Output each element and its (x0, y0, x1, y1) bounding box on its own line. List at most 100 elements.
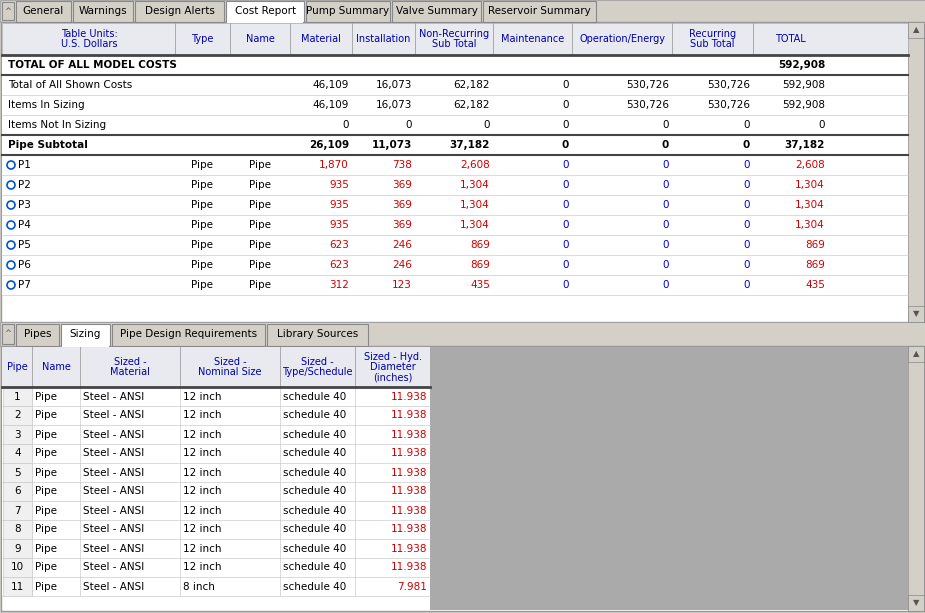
Text: P5: P5 (18, 240, 31, 250)
Text: Pipe: Pipe (35, 582, 57, 592)
Bar (227, 1, 304, 22)
Text: General: General (23, 6, 64, 16)
Text: Pipe: Pipe (249, 220, 271, 230)
Bar (2, 195, 908, 215)
Text: 62,182: 62,182 (453, 80, 490, 90)
Bar (3, 406, 32, 425)
Text: schedule 40: schedule 40 (283, 544, 346, 554)
Text: 0: 0 (744, 120, 750, 130)
Text: Operation/Energy: Operation/Energy (579, 34, 665, 44)
Text: Pipe: Pipe (249, 160, 271, 170)
Bar (483, 1, 596, 22)
Bar (908, 346, 924, 362)
Text: 7.981: 7.981 (397, 582, 427, 592)
Circle shape (7, 201, 15, 209)
Bar (908, 595, 924, 611)
Text: Items Not In Sizing: Items Not In Sizing (8, 120, 106, 130)
Text: 935: 935 (329, 220, 349, 230)
Text: 623: 623 (329, 240, 349, 250)
Bar (2, 75, 908, 95)
Bar (908, 346, 924, 611)
Text: Steel - ANSI: Steel - ANSI (83, 487, 144, 497)
Text: 0: 0 (662, 120, 669, 130)
Text: Pipe: Pipe (191, 200, 214, 210)
Text: 530,726: 530,726 (707, 80, 750, 90)
Text: Pipe: Pipe (35, 563, 57, 573)
Text: 0: 0 (342, 120, 349, 130)
Text: 0: 0 (405, 120, 412, 130)
Text: 1,304: 1,304 (461, 180, 490, 190)
Circle shape (7, 181, 15, 189)
Text: 11.938: 11.938 (390, 563, 427, 573)
Text: Recurring: Recurring (689, 29, 736, 39)
Text: Sized -: Sized - (214, 357, 246, 367)
Bar (2, 175, 908, 195)
Bar (2, 275, 908, 295)
Text: 369: 369 (392, 180, 412, 190)
Text: Name: Name (42, 362, 70, 372)
Text: ^: ^ (5, 7, 11, 15)
Text: 11,073: 11,073 (372, 140, 412, 150)
Text: schedule 40: schedule 40 (283, 430, 346, 440)
Text: 246: 246 (392, 240, 412, 250)
Text: ▲: ▲ (913, 26, 919, 34)
Text: Cost Report: Cost Report (235, 6, 296, 16)
Text: P2: P2 (18, 180, 31, 190)
Text: 0: 0 (744, 200, 750, 210)
Text: Diameter: Diameter (370, 362, 415, 372)
Text: 11.938: 11.938 (390, 544, 427, 554)
Text: Steel - ANSI: Steel - ANSI (83, 582, 144, 592)
Text: schedule 40: schedule 40 (283, 392, 346, 402)
Text: 369: 369 (392, 200, 412, 210)
Text: Pipe Design Requirements: Pipe Design Requirements (120, 329, 257, 339)
Text: Steel - ANSI: Steel - ANSI (83, 525, 144, 535)
Bar (3, 558, 32, 577)
Bar (16, 324, 59, 346)
Text: 435: 435 (805, 280, 825, 290)
Text: 11.938: 11.938 (390, 392, 427, 402)
Bar (392, 1, 481, 22)
Text: Total of All Shown Costs: Total of All Shown Costs (8, 80, 132, 90)
Text: Nominal Size: Nominal Size (198, 367, 262, 377)
Text: Pipe: Pipe (35, 449, 57, 459)
Text: Pipe: Pipe (35, 487, 57, 497)
Text: 0: 0 (744, 240, 750, 250)
Text: Table Units:: Table Units: (61, 29, 117, 39)
Text: Steel - ANSI: Steel - ANSI (83, 544, 144, 554)
Text: 530,726: 530,726 (707, 100, 750, 110)
Text: P4: P4 (18, 220, 31, 230)
Text: 0: 0 (662, 240, 669, 250)
Text: Pipe: Pipe (191, 260, 214, 270)
Text: 12 inch: 12 inch (183, 430, 221, 440)
Bar (2, 425, 430, 444)
Text: 0: 0 (661, 140, 669, 150)
Text: 435: 435 (470, 280, 490, 290)
Text: P7: P7 (18, 280, 31, 290)
Text: Items In Sizing: Items In Sizing (8, 100, 84, 110)
Bar (62, 345, 109, 347)
Text: Pump Summary: Pump Summary (306, 6, 389, 16)
Text: 0: 0 (484, 120, 490, 130)
Bar (2, 55, 908, 75)
Text: Pipe: Pipe (35, 411, 57, 421)
Text: 12 inch: 12 inch (183, 563, 221, 573)
Text: 0: 0 (744, 180, 750, 190)
Text: 46,109: 46,109 (313, 100, 349, 110)
Text: schedule 40: schedule 40 (283, 449, 346, 459)
Text: P1: P1 (18, 160, 31, 170)
Text: Pipe: Pipe (35, 392, 57, 402)
Text: 3: 3 (14, 430, 20, 440)
Text: 7: 7 (14, 506, 20, 516)
Bar (2, 406, 430, 425)
Text: Steel - ANSI: Steel - ANSI (83, 468, 144, 478)
Text: 312: 312 (329, 280, 349, 290)
Bar (2, 520, 430, 539)
Text: schedule 40: schedule 40 (283, 563, 346, 573)
Text: 0: 0 (662, 220, 669, 230)
Text: 26,109: 26,109 (309, 140, 349, 150)
Text: 0: 0 (744, 160, 750, 170)
Text: Pipe: Pipe (35, 525, 57, 535)
Text: Pipe: Pipe (7, 362, 28, 372)
Text: Sub Total: Sub Total (432, 39, 476, 49)
Bar (2, 539, 430, 558)
